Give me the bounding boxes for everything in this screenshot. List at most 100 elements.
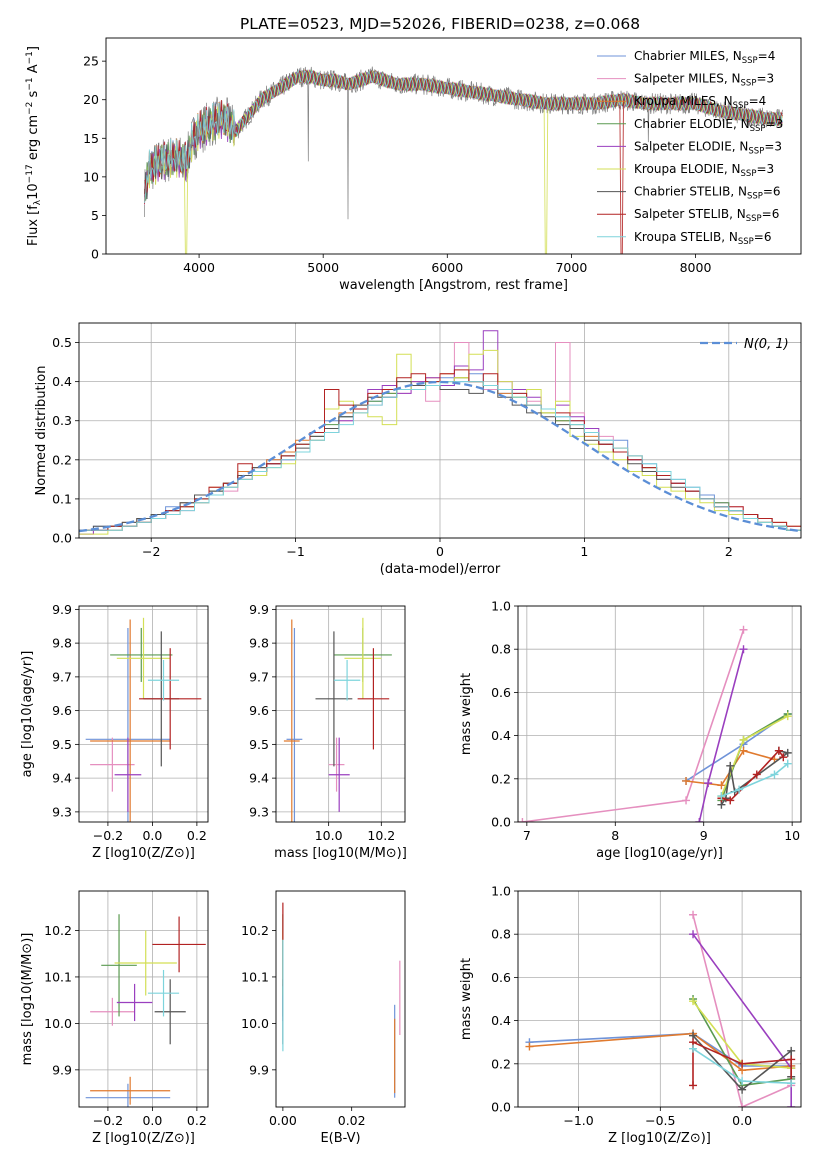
x-tick-label: −2 — [142, 544, 160, 559]
weight-marker — [735, 785, 744, 794]
weight-marker — [689, 930, 698, 939]
y-tick-label: 0.8 — [491, 642, 511, 657]
spectrum-model-line — [144, 69, 783, 204]
y-tick-label: 0.2 — [52, 452, 72, 467]
y-tick-label: 9.7 — [249, 669, 269, 684]
x-tick-label: 5000 — [307, 260, 339, 275]
y-tick-label: 10.1 — [44, 969, 72, 984]
legend-subscript: SSP — [750, 124, 766, 134]
y-tick-label: 9.7 — [52, 669, 72, 684]
x-tick-label: 8 — [611, 828, 619, 843]
x-tick-label: 8000 — [680, 260, 712, 275]
x-tick-label: 9 — [700, 828, 708, 843]
legend-entry: Salpeter ELODIE, NSSP=3 — [634, 139, 782, 156]
y-tick-label: 9.5 — [249, 737, 269, 752]
weight-marker — [787, 1046, 796, 1055]
weight-marker — [779, 753, 788, 762]
legend-count: =6 — [754, 230, 772, 244]
x-tick-label: −1.0 — [563, 1113, 593, 1128]
legend-count: =3 — [756, 72, 774, 86]
weight-line — [721, 763, 789, 797]
axes-frame — [78, 890, 209, 1108]
residuals-plot-area — [79, 330, 801, 538]
x-tick-label: 7000 — [555, 260, 587, 275]
label-part: −1 — [25, 51, 35, 64]
weight-marker — [739, 735, 748, 744]
label-part: Flux [f — [26, 205, 41, 246]
legend-entry: Kroupa ELODIE, NSSP=3 — [634, 162, 774, 179]
legend-entry: Salpeter MILES, NSSP=3 — [634, 72, 774, 89]
y-tick-label: 1.0 — [491, 884, 511, 899]
y-tick-label: 0.0 — [52, 531, 72, 546]
weight-marker — [689, 910, 698, 919]
x-tick-label: −1 — [286, 544, 304, 559]
y-tick-label: 1.0 — [491, 599, 511, 614]
weight-marker — [738, 1103, 747, 1107]
y-tick-label: 0.6 — [491, 685, 511, 700]
axes-frame — [78, 605, 209, 823]
x-tick-label: −0.5 — [645, 1113, 675, 1128]
y-tick-label: 9.8 — [52, 636, 72, 651]
x-tick-label: 1 — [580, 544, 588, 559]
weight-marker — [738, 1077, 747, 1086]
age_vs_mass-plot-area — [283, 617, 392, 822]
normal-curve — [79, 380, 801, 533]
axes-frame — [275, 605, 406, 823]
legend-subscript: SSP — [742, 56, 758, 66]
mass_vs_Z-plot-area — [85, 914, 206, 1107]
x-tick-label: 0.02 — [338, 1113, 366, 1128]
y-tick-label: 10 — [83, 169, 99, 184]
y-tick-label: 0.4 — [491, 728, 511, 743]
weight_vs_age-y-axis-label: mass weight — [459, 673, 474, 755]
weight_vs_Z-plot-area — [525, 910, 796, 1107]
weight-marker — [717, 781, 726, 790]
weight-marker — [739, 746, 748, 755]
y-tick-label: 9.9 — [249, 1062, 269, 1077]
x-tick-label: 0.2 — [187, 1113, 207, 1128]
y-tick-label: 15 — [83, 131, 99, 146]
axes-frame — [517, 890, 802, 1108]
y-tick-label: 9.8 — [249, 636, 269, 651]
legend-count: =3 — [766, 117, 784, 131]
y-tick-label: 0.3 — [52, 413, 72, 428]
y-tick-label: 0.5 — [52, 335, 72, 350]
weight-marker — [770, 770, 779, 779]
weight-marker — [717, 792, 726, 801]
legend-subscript: SSP — [746, 214, 762, 224]
y-tick-label: 0.0 — [491, 815, 511, 830]
weight-marker — [752, 770, 761, 779]
weight-marker — [726, 761, 735, 770]
y-tick-label: 9.9 — [52, 602, 72, 617]
spectrum-y-axis-label: Flux [fλ10−17 erg cm−2 s−1 A−1] — [25, 46, 43, 246]
x-tick-label: 0.0 — [142, 1113, 162, 1128]
y-tick-label: 9.6 — [249, 703, 269, 718]
legend-subscript: SSP — [748, 146, 764, 156]
y-tick-label: 0.4 — [491, 1013, 511, 1028]
spectrum-model-line — [144, 69, 783, 200]
spectrum-plot-area — [144, 66, 783, 254]
y-tick-label: 0 — [91, 247, 99, 262]
legend-count: =6 — [763, 185, 781, 199]
label-part: s — [26, 90, 41, 101]
y-tick-label: 0.2 — [491, 771, 511, 786]
weight-marker — [783, 748, 792, 757]
weight-marker — [787, 1103, 796, 1107]
weight-marker — [518, 818, 527, 822]
x-tick-label: 10.2 — [367, 828, 395, 843]
axes-frame — [78, 322, 802, 539]
axes-frame — [105, 37, 802, 255]
y-tick-label: 0.0 — [491, 1100, 511, 1115]
mass_vs_EBV-x-axis-label: E(B-V) — [320, 1131, 360, 1146]
weight-marker — [738, 1085, 747, 1094]
y-tick-label: 10.0 — [44, 1016, 72, 1031]
x-tick-label: −0.2 — [93, 828, 123, 843]
y-tick-label: 25 — [83, 54, 99, 69]
age_vs_Z-y-axis-label: age [log10(age/yr)] — [20, 651, 35, 778]
weight-marker — [704, 779, 713, 788]
y-tick-label: 0.6 — [491, 970, 511, 985]
x-tick-label: 0 — [436, 544, 444, 559]
y-tick-label: 0.1 — [52, 491, 72, 506]
x-tick-label: 10 — [784, 828, 800, 843]
figure-title: PLATE=0523, MJD=52026, FIBERID=0238, z=0… — [240, 15, 640, 33]
